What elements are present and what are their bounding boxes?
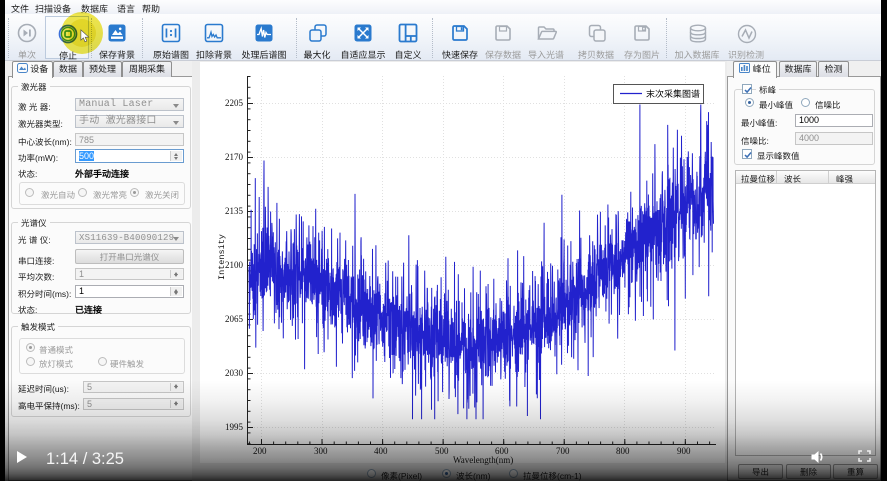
svg-text:末次采集图谱: 末次采集图谱 [646,87,700,100]
